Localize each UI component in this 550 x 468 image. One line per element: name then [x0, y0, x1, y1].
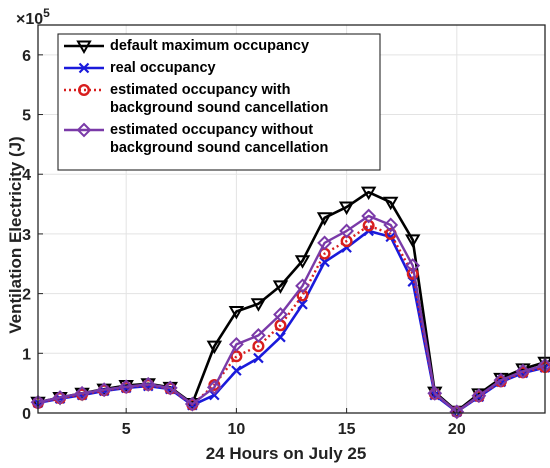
legend-marker: [77, 83, 90, 96]
x-tick-label: 10: [227, 421, 245, 438]
y-tick-label: 3: [22, 227, 31, 244]
y-tick-label: 6: [22, 48, 31, 65]
data-point: [360, 186, 377, 201]
legend-entry: default maximum occupancy: [64, 38, 309, 55]
data-point: [319, 256, 330, 268]
legend-marker: [78, 62, 90, 74]
x-tick-label: 20: [448, 421, 466, 438]
data-point: [52, 390, 68, 405]
legend-label: estimated occupancy without: [110, 122, 313, 138]
data-point: [493, 372, 509, 388]
data-point: [206, 340, 223, 355]
data-point: [228, 336, 244, 352]
y-tick-label: 1: [22, 346, 31, 363]
data-point: [317, 235, 332, 251]
y-tick-label: 0: [22, 406, 31, 423]
legend-entry: estimated occupancy without background so…: [64, 122, 328, 156]
data-point: [405, 234, 421, 248]
data-point: [209, 389, 220, 401]
legend: default maximum occupancy real occupancy e…: [57, 33, 381, 171]
data-point: [228, 306, 245, 320]
y-exponent-base: ×10: [16, 11, 43, 28]
legend-marker: [76, 122, 92, 138]
legend-entry: real occupancy: [64, 60, 216, 76]
legend-label: background sound cancellation: [110, 100, 328, 116]
data-point: [471, 388, 487, 404]
data-point: [316, 212, 333, 226]
data-point: [272, 280, 289, 294]
y-exponent-power: 5: [43, 6, 50, 20]
y-tick-label: 4: [22, 167, 31, 184]
data-point: [449, 404, 465, 420]
data-point: [251, 327, 266, 343]
data-point: [118, 379, 134, 395]
legend-box: [57, 33, 381, 171]
legend-entry: estimated occupancy with background sound…: [64, 82, 328, 116]
data-point: [295, 278, 310, 294]
legend-label: background sound cancellation: [110, 140, 328, 156]
y-tick-label: 2: [22, 287, 31, 304]
data-point: [382, 196, 399, 211]
data-point: [206, 379, 222, 395]
x-tick-label: 5: [122, 421, 131, 438]
legend-label: estimated occupancy with: [110, 82, 291, 98]
data-point: [74, 385, 90, 401]
data-point: [427, 385, 443, 401]
data-point: [96, 382, 112, 398]
y-exponent-label: ×105: [16, 6, 50, 28]
series-4: [30, 208, 550, 420]
plot-frame: [37, 24, 546, 414]
data-point: [162, 380, 178, 396]
legend-label: default maximum occupancy: [110, 38, 309, 54]
y-tick-label: 5: [22, 108, 31, 125]
data-point: [275, 331, 286, 343]
data-point: [383, 217, 399, 233]
y-axis-label: Ventilation Electricity (J): [6, 136, 25, 333]
data-point: [231, 365, 242, 376]
series-layer: [30, 186, 550, 420]
legend-label: real occupancy: [110, 60, 216, 76]
data-point: [294, 255, 311, 269]
data-point: [140, 376, 156, 392]
x-axis-label: 24 Hours on July 25: [206, 444, 367, 463]
legend-marker: [76, 40, 92, 55]
data-point: [297, 299, 308, 310]
data-point: [361, 208, 377, 224]
data-point: [515, 363, 531, 379]
data-point: [385, 231, 396, 243]
data-point: [273, 307, 288, 322]
x-tick-label: 15: [338, 421, 356, 438]
data-point: [338, 201, 355, 216]
data-point: [253, 352, 264, 364]
data-point: [405, 258, 421, 273]
data-point: [184, 396, 200, 412]
data-point: [250, 298, 267, 312]
axis-ticks: 5 10 15 20 0 1 2 3 4 5 6: [22, 48, 466, 438]
data-point: [339, 223, 355, 239]
